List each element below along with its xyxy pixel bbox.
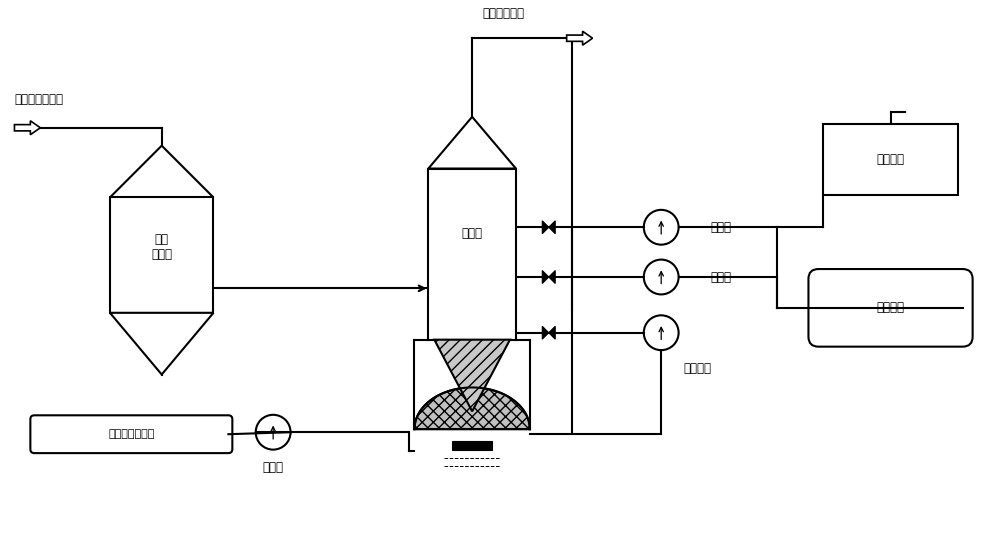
Bar xyxy=(110,198,213,313)
Polygon shape xyxy=(542,326,549,339)
Text: 排液泵: 排液泵 xyxy=(263,461,284,474)
Text: 碱液储罐: 碱液储罐 xyxy=(877,301,905,314)
Polygon shape xyxy=(542,270,549,284)
Polygon shape xyxy=(110,145,213,198)
Polygon shape xyxy=(434,340,510,411)
Text: 至废水处理系统: 至废水处理系统 xyxy=(108,429,155,439)
Polygon shape xyxy=(549,270,555,284)
PathPatch shape xyxy=(567,31,593,45)
Polygon shape xyxy=(549,326,555,339)
Bar xyxy=(428,169,516,340)
Bar xyxy=(452,441,492,450)
Text: 循环水泵: 循环水泵 xyxy=(684,361,712,375)
Polygon shape xyxy=(414,387,530,429)
PathPatch shape xyxy=(14,121,40,135)
Polygon shape xyxy=(110,313,213,375)
Text: 高炉煤气管网: 高炉煤气管网 xyxy=(482,7,524,21)
FancyBboxPatch shape xyxy=(30,415,232,453)
Text: 给水泵: 给水泵 xyxy=(710,221,731,234)
FancyBboxPatch shape xyxy=(808,269,973,347)
Text: 脱硫塔: 脱硫塔 xyxy=(462,227,483,240)
Text: 工艺水箱: 工艺水箱 xyxy=(877,153,905,166)
Bar xyxy=(823,124,958,195)
Text: 碱液泵: 碱液泵 xyxy=(710,270,731,284)
Text: 催化
水解塔: 催化 水解塔 xyxy=(151,233,172,261)
Polygon shape xyxy=(542,221,549,234)
Polygon shape xyxy=(549,221,555,234)
Polygon shape xyxy=(428,117,516,169)
Text: 待处理高炉煤气: 待处理高炉煤气 xyxy=(14,93,63,106)
